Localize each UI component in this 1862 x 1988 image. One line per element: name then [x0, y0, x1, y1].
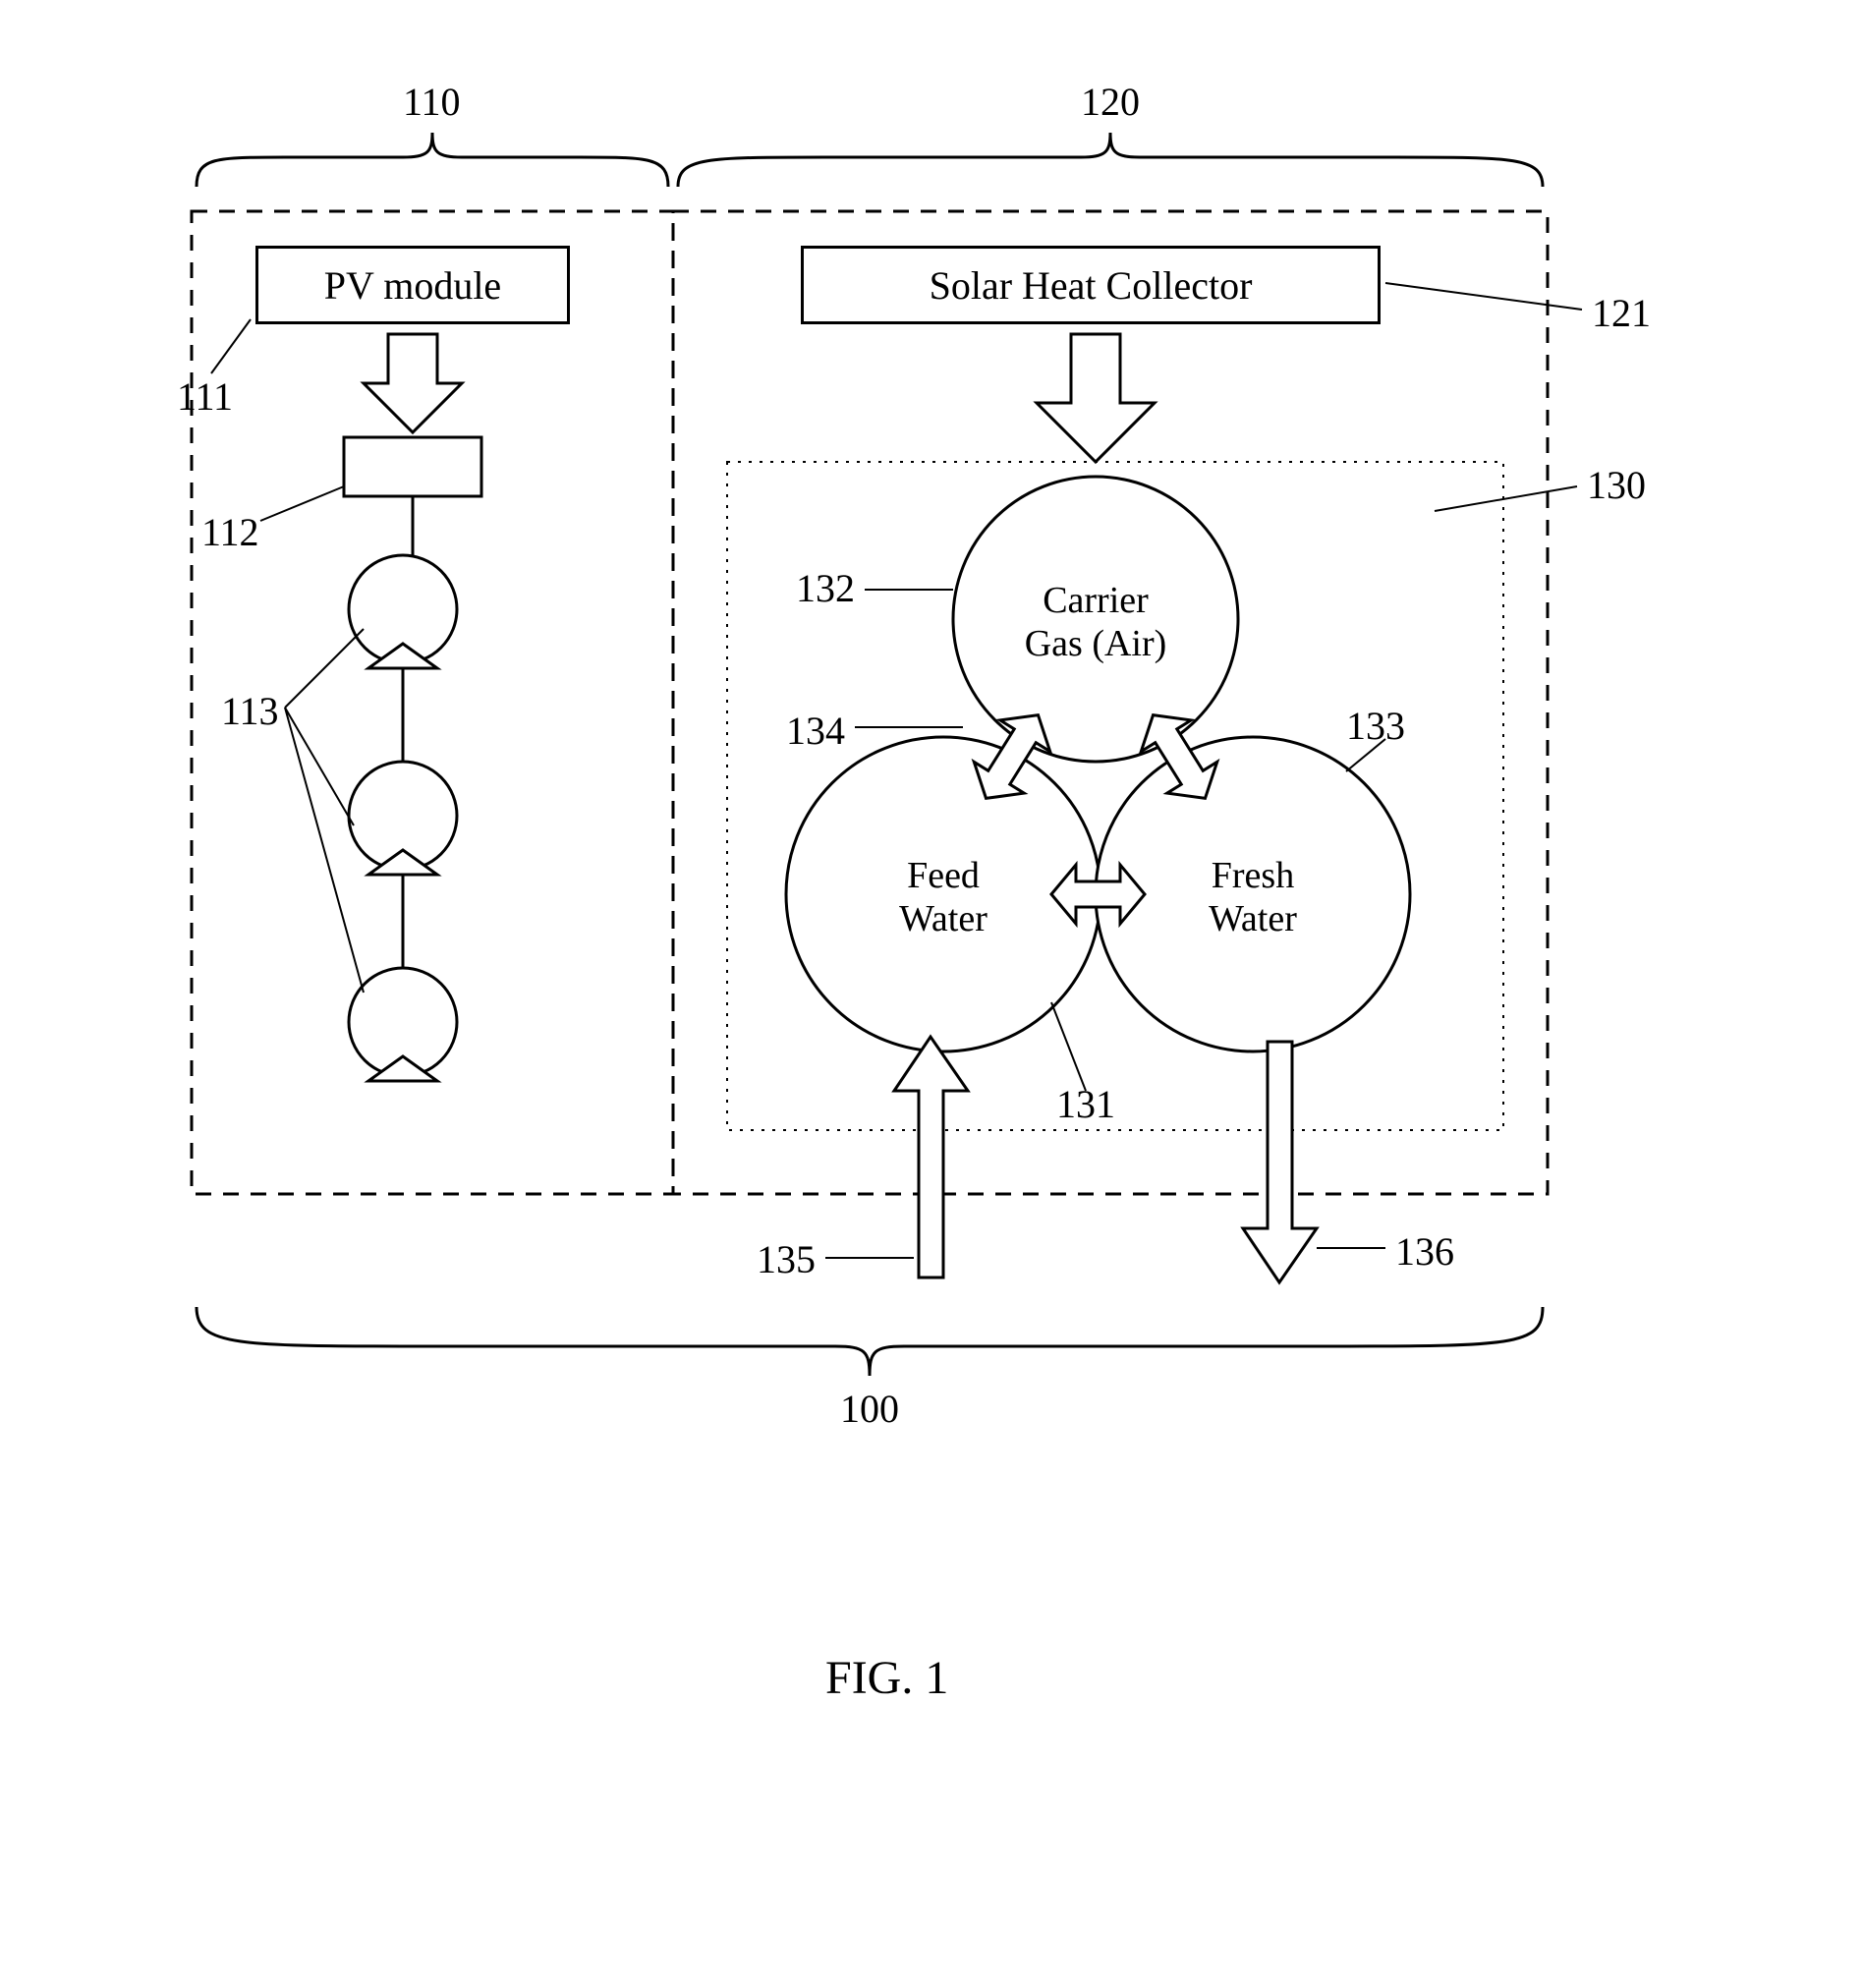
leader-130: [1435, 486, 1577, 511]
brace-120: [678, 133, 1543, 187]
fresh-water-text: Fresh Water: [1174, 855, 1331, 940]
leader-113b: [285, 708, 354, 825]
arrow-135-up: [894, 1037, 968, 1278]
solar-collector-box: Solar Heat Collector: [801, 246, 1381, 324]
pump-2: [349, 762, 457, 875]
fresh-water-l2: Water: [1209, 898, 1297, 939]
ref-133: 133: [1346, 703, 1405, 749]
figure-caption: FIG. 1: [825, 1651, 948, 1705]
pump-3: [349, 968, 457, 1081]
pv-module-box: PV module: [255, 246, 570, 324]
leader-131: [1051, 1002, 1086, 1091]
ref-100: 100: [840, 1386, 899, 1432]
ref-121: 121: [1592, 290, 1651, 336]
ref-132: 132: [796, 565, 855, 611]
diagram-canvas: PV module Solar Heat Collector Carrier G…: [39, 39, 1862, 1949]
arrow-pv-down: [364, 334, 462, 432]
arrow-shc-down: [1037, 334, 1155, 462]
carrier-gas-l1: Carrier: [1043, 580, 1149, 621]
ref-111: 111: [177, 373, 233, 420]
pump-1: [349, 555, 457, 668]
brace-110: [197, 133, 668, 187]
ref-113: 113: [221, 688, 279, 734]
fresh-water-l1: Fresh: [1212, 855, 1294, 896]
feed-water-l2: Water: [899, 898, 987, 939]
feed-water-text: Feed Water: [865, 855, 1022, 940]
carrier-gas-l2: Gas (Air): [1025, 623, 1167, 664]
feed-water-l1: Feed: [907, 855, 980, 896]
leader-113a: [285, 629, 364, 708]
leader-111: [211, 319, 251, 373]
ref-110: 110: [403, 79, 461, 125]
brace-100: [197, 1307, 1543, 1376]
leader-112: [260, 486, 344, 521]
ref-131: 131: [1056, 1081, 1115, 1127]
diagram-svg: [39, 39, 1862, 1949]
small-rect-112: [344, 437, 481, 496]
carrier-gas-text: Carrier Gas (Air): [997, 580, 1194, 665]
leader-113c: [285, 708, 364, 993]
ref-135: 135: [757, 1236, 816, 1282]
arrow-136-down: [1243, 1042, 1317, 1282]
ref-120: 120: [1081, 79, 1140, 125]
ref-136: 136: [1395, 1228, 1454, 1275]
ref-112: 112: [201, 509, 259, 555]
ref-134: 134: [786, 708, 845, 754]
ref-130: 130: [1587, 462, 1646, 508]
leader-121: [1385, 283, 1582, 310]
